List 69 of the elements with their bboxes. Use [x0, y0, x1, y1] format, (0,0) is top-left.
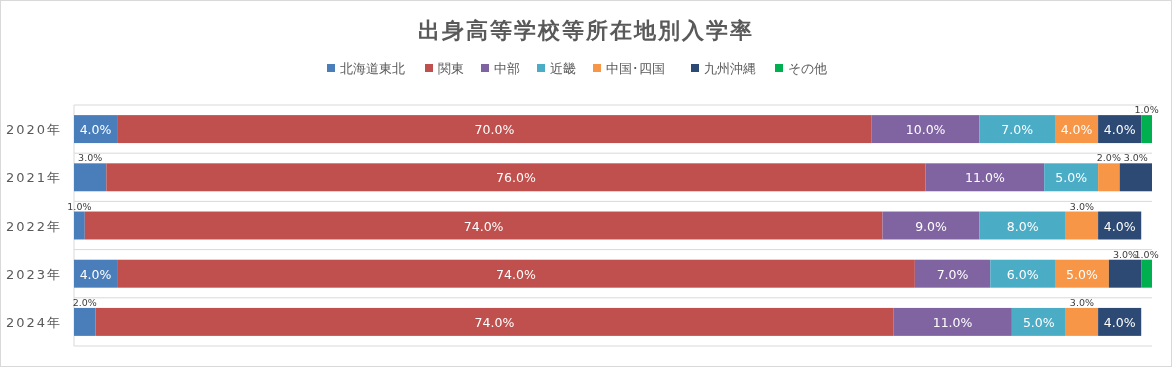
data-label: 7.0%	[936, 266, 969, 282]
data-label: 4.0%	[1103, 314, 1136, 330]
data-label: 5.0%	[1022, 314, 1055, 330]
data-label: 4.0%	[79, 266, 112, 282]
data-label: 4.0%	[1103, 218, 1136, 234]
y-tick-label: 2020年	[5, 122, 62, 138]
bar	[871, 115, 980, 144]
bar	[1098, 163, 1120, 192]
bar	[925, 163, 1045, 192]
bar	[74, 163, 107, 192]
bar	[1141, 115, 1152, 144]
y-tick-label: 2024年	[5, 314, 62, 330]
bar	[106, 163, 926, 192]
data-label: 2.0%	[1096, 152, 1121, 164]
bar	[117, 259, 915, 288]
legend-label: 中国･四国	[606, 61, 665, 76]
bar	[1054, 259, 1109, 288]
bar	[979, 115, 1055, 144]
legend-label: 九州沖縄	[704, 61, 756, 76]
data-label: 11.0%	[932, 314, 973, 330]
data-label: 74.0%	[496, 266, 536, 282]
data-label: 4.0%	[1103, 122, 1136, 138]
legend-label: 関東	[438, 61, 464, 76]
bar	[1141, 259, 1152, 288]
y-tick-label: 2023年	[5, 266, 62, 282]
data-label: 9.0%	[915, 218, 948, 234]
data-label: 3.0%	[1069, 296, 1094, 308]
data-label: 4.0%	[79, 122, 112, 138]
data-label: 2.0%	[72, 296, 97, 308]
data-label: 70.0%	[474, 122, 515, 138]
data-label: 6.0%	[1006, 266, 1039, 282]
legend-label: 近畿	[550, 61, 576, 76]
data-label: 5.0%	[1066, 266, 1098, 282]
bar	[1011, 307, 1066, 336]
y-tick-label: 2022年	[5, 218, 62, 234]
data-label: 5.0%	[1055, 170, 1088, 186]
bar	[882, 211, 980, 240]
data-label: 3.0%	[78, 152, 103, 164]
y-tick-label: 2021年	[5, 170, 62, 186]
bar	[990, 259, 1055, 288]
bar	[84, 211, 883, 240]
bar	[1065, 307, 1099, 336]
bar	[893, 307, 1012, 336]
data-label: 74.0%	[463, 218, 504, 234]
data-label: 74.0%	[474, 314, 515, 330]
data-label: 10.0%	[905, 122, 946, 138]
data-label: 4.0%	[1060, 122, 1093, 138]
bar	[1044, 163, 1099, 192]
data-label: 1.0%	[1134, 104, 1159, 116]
legend-label: その他	[788, 61, 827, 76]
data-label: 11.0%	[965, 170, 1005, 186]
bar	[914, 259, 991, 288]
bar	[95, 307, 894, 336]
chart-title: 出身高等学校等所在地別入学率	[418, 18, 754, 43]
bar	[74, 211, 85, 240]
bar	[979, 211, 1066, 240]
legend-label: 中部	[494, 61, 520, 76]
data-label: 3.0%	[1123, 152, 1148, 164]
data-label: 7.0%	[1001, 122, 1034, 138]
bar	[1119, 163, 1152, 192]
legend-label: 北海道東北	[340, 61, 405, 76]
bar	[1065, 211, 1099, 240]
data-label: 8.0%	[1006, 218, 1039, 234]
data-label: 1.0%	[67, 200, 92, 212]
data-label: 76.0%	[496, 170, 536, 186]
bar	[74, 307, 96, 336]
bar	[117, 115, 872, 144]
bar	[1108, 259, 1142, 288]
data-label: 3.0%	[1069, 200, 1094, 212]
